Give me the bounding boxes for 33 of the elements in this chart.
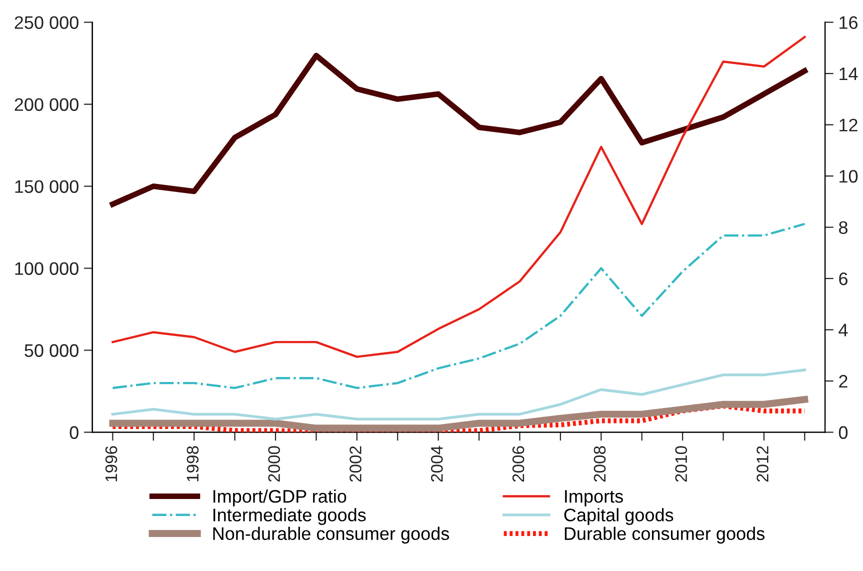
x-tick-label: 2002 [350,446,362,482]
y-tick-label: 250 000 [14,16,78,29]
line-series [112,222,806,390]
y-tick-label: 150 000 [15,180,78,193]
x-tick-label: 2000 [268,446,280,482]
legend-label: Durable consumer goods [564,526,764,544]
y-tick-label: 200 000 [14,98,78,111]
x-tick-label: 1996 [105,446,118,482]
y2-tick-label: 8 [839,221,848,234]
legend-label: Imports [565,490,623,506]
y2-tick-label: 12 [840,118,858,132]
y2-tick-label: 0 [838,426,848,439]
x-tick-label: 2004 [431,446,443,482]
x-tick-label: 2010 [675,446,688,482]
y-tick-label: 100 000 [15,262,78,275]
y2-tick-label: 14 [840,68,858,80]
x-tick-label: 2006 [512,446,524,482]
y-tick-label: 0 [70,426,78,439]
y2-tick-label: 4 [838,324,848,336]
y-tick-label: 50 000 [24,344,78,357]
legend-label: Intermediate goods [213,508,366,525]
legend-label: Capital goods [564,508,674,525]
y2-tick-label: 10 [840,170,858,183]
legend-label: Non-durable consumer goods [213,526,450,544]
y2-tick-label: 2 [839,374,848,388]
line-series [111,368,806,421]
legend-label: Import/GDP ratio [213,489,346,506]
x-tick-label: 2012 [756,446,768,482]
x-tick-label: 2008 [594,446,606,482]
y2-tick-label: 6 [839,272,848,286]
y2-tick-label: 16 [840,16,858,29]
x-tick-label: 1998 [186,446,199,482]
line-series [112,36,806,358]
